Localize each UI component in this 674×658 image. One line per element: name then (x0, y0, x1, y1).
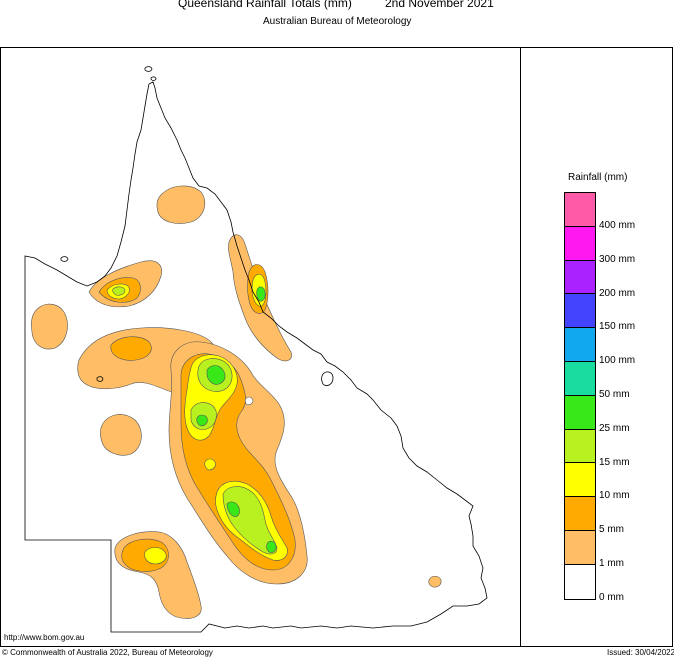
legend-label: 25 mm (599, 422, 630, 434)
rain-area-west (31, 303, 68, 350)
legend-label: 50 mm (599, 389, 630, 400)
rain-area-hole (244, 396, 254, 406)
title-date: 2nd November 2021 (385, 0, 494, 10)
legend-label: 150 mm (599, 321, 636, 333)
legend-label: 5 mm (599, 524, 624, 536)
legend-swatch (565, 193, 595, 227)
rainfall-map: .c1 { fill:#ffbe66; } .c5 { fill:#ffaa00… (24, 66, 488, 633)
legend-label: 400 mm (599, 220, 636, 231)
footer-issued: Issued: 30/04/2022 (607, 648, 674, 657)
rain-area-central-25mm-a (206, 365, 226, 385)
rain-area-south-east (428, 575, 442, 588)
legend-label: 1 mm (599, 558, 624, 569)
queensland-outline (24, 66, 488, 633)
title-text: Queensland Rainfall Totals (mm) (178, 0, 352, 10)
legend-swatch (565, 564, 595, 599)
legend-swatch (565, 260, 595, 295)
footer-url[interactable]: http://www.bom.gov.au (4, 633, 85, 642)
rain-area-cape-york (156, 185, 206, 224)
map-title: Queensland Rainfall Totals (mm) 2nd Nove… (0, 0, 674, 12)
legend-swatch (565, 294, 595, 329)
legend-color-bar (564, 192, 596, 600)
legend-divider (520, 47, 521, 647)
legend-label: 300 mm (599, 253, 636, 265)
map-frame (0, 47, 673, 647)
rain-area-cairns-25mm (256, 286, 266, 302)
legend-swatch (565, 226, 595, 261)
legend-label: 10 mm (599, 490, 630, 502)
legend-swatch (565, 328, 595, 362)
legend-label: 0 mm (599, 591, 624, 603)
legend-label: 200 mm (599, 287, 636, 299)
footer-copyright: © Commonwealth of Australia 2022, Bureau… (2, 648, 213, 657)
legend-swatch (565, 361, 595, 396)
rain-area-central-25mm-b (196, 414, 208, 427)
legend-title: Rainfall (mm) (568, 172, 628, 183)
rain-area-mid-west (100, 414, 142, 456)
legend-swatch (565, 395, 595, 430)
rain-area-south-15mm (222, 486, 278, 555)
legend-swatch (565, 530, 595, 565)
legend-swatch (565, 497, 595, 531)
legend-swatch (565, 463, 595, 498)
rain-area-central-10mm-dot (204, 458, 216, 471)
rain-area-central-west-5mm (110, 336, 152, 361)
rain-area-gulf-15mm (112, 286, 126, 296)
rainfall-areas (31, 185, 442, 619)
rain-area-south-25mm-b (266, 540, 277, 553)
legend-swatch (565, 429, 595, 464)
rain-area-south-west-10mm (144, 547, 167, 565)
legend-label: 15 mm (599, 456, 630, 468)
subtitle: Australian Bureau of Meteorology (263, 16, 412, 27)
legend-label: 100 mm (599, 355, 636, 367)
rain-area-south-25mm-a (226, 501, 240, 517)
